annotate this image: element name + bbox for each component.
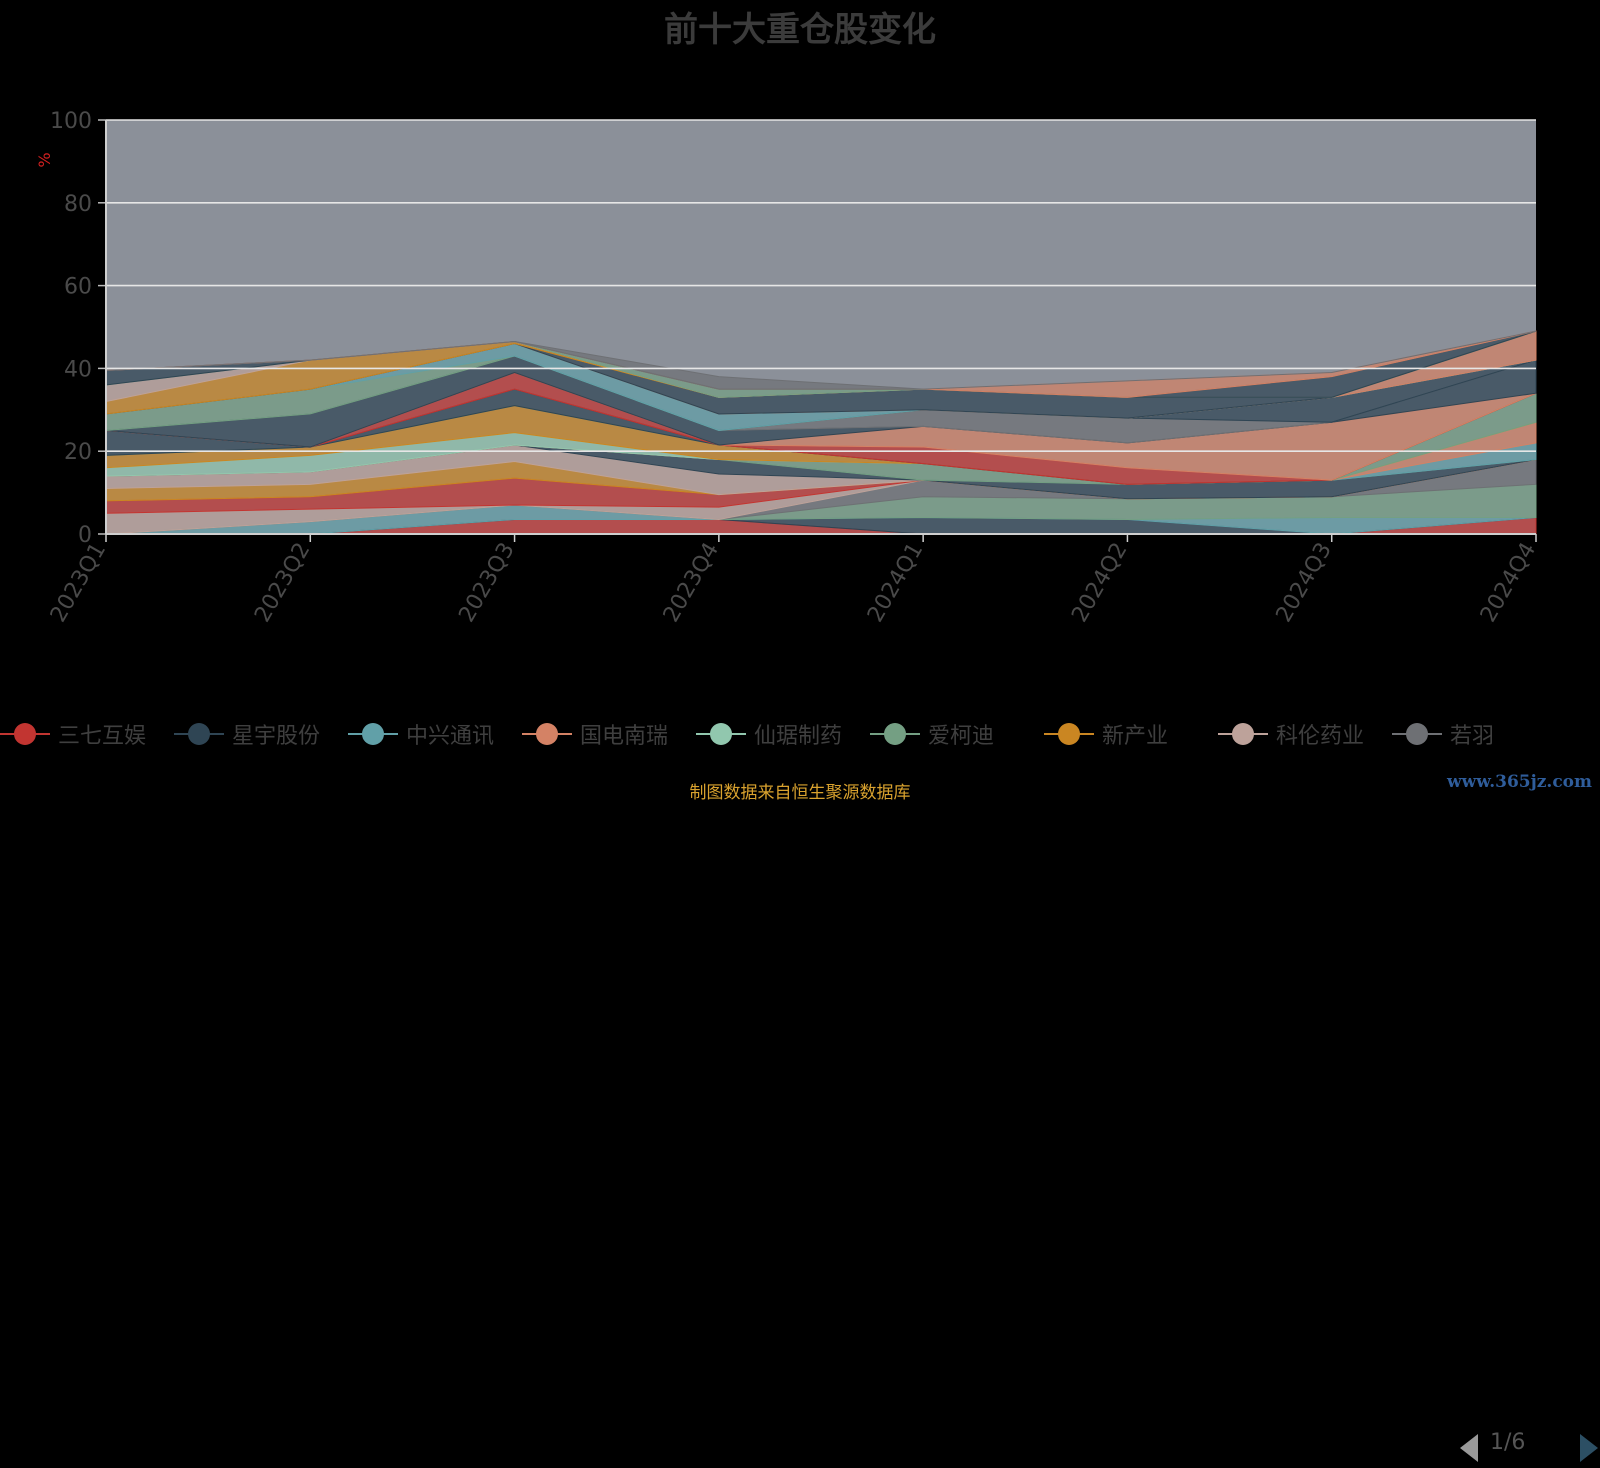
legend-label: 国电南瑞	[580, 724, 669, 749]
chart-title: 前十大重仓股变化	[664, 10, 936, 50]
legend-item[interactable]: 中兴通讯	[348, 712, 494, 756]
area-series-31	[105, 330, 1537, 390]
legend-label: 星宇股份	[232, 724, 321, 749]
x-tick-label: 2024Q2	[1067, 539, 1132, 627]
legend-label: 爱柯迪	[928, 724, 995, 749]
y-axis-label: %	[35, 152, 54, 167]
y-tick-label: 20	[64, 440, 92, 465]
stacked-area-chart: 0 20 40 60 80 100 2023Q1 2023Q2 2023Q3 2023Q4 2024…	[35, 109, 1541, 627]
legend-next-page-icon[interactable]	[1580, 1434, 1598, 1462]
legend-marker-icon	[696, 722, 746, 746]
legend-label: 若羽	[1450, 724, 1495, 749]
legend-marker-icon	[0, 722, 50, 746]
legend-item[interactable]: 爱柯迪	[870, 712, 994, 756]
legend-item[interactable]: 三七互娱	[0, 712, 146, 756]
legend-page-indicator: 1/6	[1490, 1430, 1526, 1455]
x-tick-label: 2023Q1	[46, 539, 111, 627]
legend-marker-icon	[1044, 722, 1094, 746]
legend: 三七互娱 星宇股份 中兴通讯 国电南瑞 仙琚制药 爱柯迪 新产业 科伦药业 若羽 1/6	[0, 712, 1600, 1468]
legend-marker-icon	[1392, 722, 1442, 746]
y-tick-label: 60	[64, 275, 92, 300]
watermark: www.365jz.com	[1447, 772, 1592, 792]
legend-marker-icon	[1218, 722, 1268, 746]
y-tick-label: 100	[50, 109, 92, 134]
y-tick-label: 40	[64, 357, 92, 382]
legend-label: 仙琚制药	[754, 724, 843, 749]
x-tick-label: 2024Q3	[1272, 539, 1337, 627]
legend-item[interactable]: 仙琚制药	[696, 712, 842, 756]
legend-label: 中兴通讯	[406, 724, 495, 749]
legend-item[interactable]: 星宇股份	[174, 712, 320, 756]
legend-label: 科伦药业	[1276, 724, 1365, 749]
y-tick-label: 0	[78, 523, 92, 548]
legend-item[interactable]: 若羽	[1392, 712, 1494, 756]
x-tick-label: 2023Q2	[250, 539, 315, 627]
legend-marker-icon	[348, 722, 398, 746]
x-tick-label: 2023Q4	[659, 539, 724, 627]
legend-pager: 1/6	[1460, 1424, 1600, 1468]
y-tick-label: 80	[64, 192, 92, 217]
legend-item[interactable]: 科伦药业	[1218, 712, 1364, 756]
x-tick-label: 2024Q1	[863, 539, 928, 627]
legend-item[interactable]: 国电南瑞	[522, 712, 668, 756]
legend-marker-icon	[522, 722, 572, 746]
legend-item[interactable]: 新产业	[1044, 712, 1168, 756]
legend-prev-page-icon[interactable]	[1460, 1434, 1478, 1462]
x-tick-label: 2024Q4	[1476, 539, 1541, 627]
source-note: 制图数据来自恒生聚源数据库	[689, 783, 911, 803]
legend-label: 三七互娱	[58, 724, 147, 749]
x-tick-label: 2023Q3	[454, 539, 519, 627]
legend-marker-icon	[174, 722, 224, 746]
legend-label: 新产业	[1102, 724, 1169, 749]
legend-marker-icon	[870, 722, 920, 746]
